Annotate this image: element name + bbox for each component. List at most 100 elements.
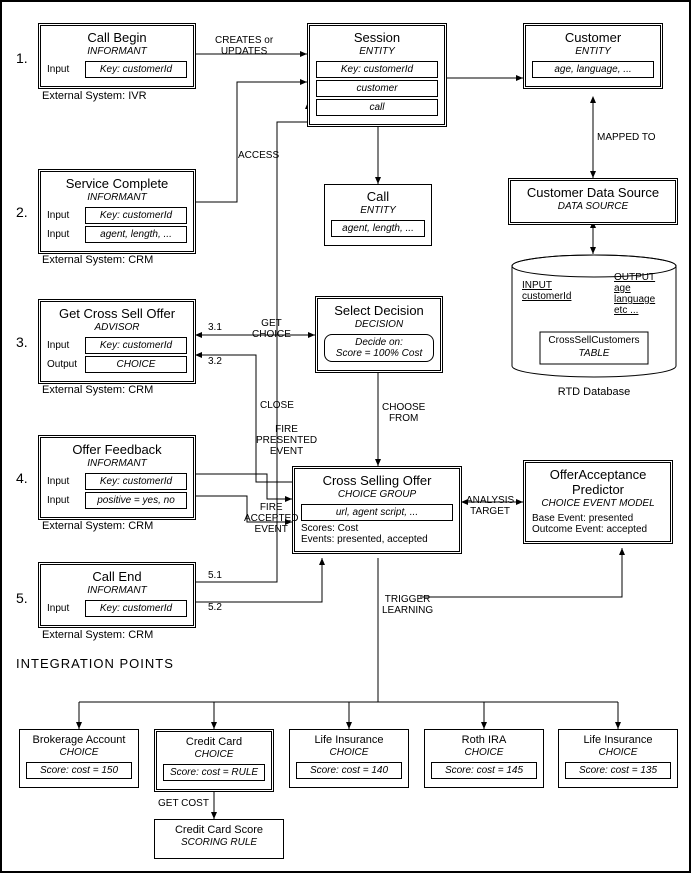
node-subtitle: ADVISOR	[47, 322, 187, 333]
row-value: Key: customerId	[85, 600, 187, 617]
step-1-label: 1.	[16, 50, 28, 66]
node-title: Session	[316, 30, 438, 45]
row-label: Input	[47, 603, 81, 614]
node-subtitle: ENTITY	[316, 46, 438, 57]
label-get-choice: GET CHOICE	[252, 318, 291, 340]
node-row: Input Key: customerId	[47, 61, 187, 78]
node-subtitle: ENTITY	[331, 205, 425, 216]
diagram-canvas: 1. 2. 3. 4. 5. INTEGRATION POINTS Call B…	[0, 0, 691, 873]
node-call-end: Call End INFORMANT Input Key: customerId	[38, 562, 196, 628]
row-label: Input	[47, 476, 81, 487]
label-5-1: 5.1	[208, 570, 222, 581]
node-title: Select Decision	[324, 303, 434, 318]
db-input-col: INPUT customerId	[522, 280, 571, 302]
row-value: Key: customerId	[85, 207, 187, 224]
label-access: ACCESS	[238, 150, 279, 161]
node-body: Base Event: presented Outcome Event: acc…	[532, 513, 664, 535]
ext-system-label: External System: CRM	[42, 629, 153, 641]
cell: Key: customerId	[316, 61, 438, 78]
node-subtitle: CHOICE	[565, 747, 671, 758]
node-title: Brokerage Account	[26, 734, 132, 746]
node-cc-score: Credit Card Score SCORING RULE	[154, 819, 284, 859]
node-subtitle: INFORMANT	[47, 46, 187, 57]
node-title: Offer Feedback	[47, 442, 187, 457]
row-value: Key: customerId	[85, 337, 187, 354]
node-title: Credit Card	[163, 736, 265, 748]
node-subtitle: ENTITY	[532, 46, 654, 57]
node-subtitle: CHOICE	[26, 747, 132, 758]
cell: customer	[316, 80, 438, 97]
table-title: CrossSellCustomers	[540, 335, 648, 346]
node-subtitle: INFORMANT	[47, 192, 187, 203]
node-call-begin: Call Begin INFORMANT Input Key: customer…	[38, 23, 196, 89]
cell: Decide on: Score = 100% Cost	[324, 334, 434, 362]
row-value: Key: customerId	[85, 473, 187, 490]
node-roth-ira: Roth IRA CHOICE Score: cost = 145	[424, 729, 544, 788]
label-get-cost: GET COST	[158, 798, 209, 809]
table-subtitle: TABLE	[540, 348, 648, 359]
node-call: Call ENTITY agent, length, ...	[324, 184, 432, 246]
node-offer-feedback: Offer Feedback INFORMANT Input Key: custo…	[38, 435, 196, 520]
node-subtitle: DATA SOURCE	[517, 201, 669, 212]
node-title: Roth IRA	[431, 734, 537, 746]
row-label: Output	[47, 359, 81, 370]
node-title: Cross Selling Offer	[301, 473, 453, 488]
node-subtitle: SCORING RULE	[161, 837, 277, 848]
ext-system-label: External System: CRM	[42, 384, 153, 396]
node-body: Scores: Cost Events: presented, accepted	[301, 523, 453, 545]
cell: call	[316, 99, 438, 116]
label-fire-presented: FIRE PRESENTED EVENT	[256, 424, 317, 457]
node-subtitle: DECISION	[324, 319, 434, 330]
node-select-decision: Select Decision DECISION Decide on: Scor…	[315, 296, 443, 373]
row-label: Input	[47, 210, 81, 221]
node-customer: Customer ENTITY age, language, ...	[523, 23, 663, 89]
step-4-label: 4.	[16, 470, 28, 486]
node-get-cross-sell: Get Cross Sell Offer ADVISOR Input Key: c…	[38, 299, 196, 384]
node-title: Call End	[47, 569, 187, 584]
node-subtitle: CHOICE GROUP	[301, 489, 453, 500]
label-fire-accepted: FIRE ACCEPTED EVENT	[244, 502, 298, 535]
row-label: Input	[47, 64, 81, 75]
label-choose-from: CHOOSE FROM	[382, 402, 425, 424]
node-title: Service Complete	[47, 176, 187, 191]
node-title: Customer Data Source	[517, 185, 669, 200]
cell: Score: cost = 145	[431, 762, 537, 779]
cell: agent, length, ...	[331, 220, 425, 237]
step-5-label: 5.	[16, 590, 28, 606]
row-label: Input	[47, 495, 81, 506]
cell: url, agent script, ...	[301, 504, 453, 521]
node-subtitle: CHOICE	[163, 749, 265, 760]
node-subtitle: CHOICE	[431, 747, 537, 758]
label-trigger-learning: TRIGGER LEARNING	[382, 594, 433, 616]
node-subtitle: CHOICE	[296, 747, 402, 758]
node-subtitle: INFORMANT	[47, 585, 187, 596]
step-2-label: 2.	[16, 204, 28, 220]
row-label: Input	[47, 229, 81, 240]
label-3-2: 3.2	[208, 356, 222, 367]
node-brokerage: Brokerage Account CHOICE Score: cost = 1…	[19, 729, 139, 788]
node-title: Life Insurance	[565, 734, 671, 746]
node-service-complete: Service Complete INFORMANT Input Key: cus…	[38, 169, 196, 254]
label-close: CLOSE	[260, 400, 294, 411]
integration-points-heading: INTEGRATION POINTS	[16, 656, 174, 671]
node-title: Credit Card Score	[161, 824, 277, 836]
cell: Score: cost = 150	[26, 762, 132, 779]
node-title: Get Cross Sell Offer	[47, 306, 187, 321]
node-title: Call Begin	[47, 30, 187, 45]
node-cross-selling: Cross Selling Offer CHOICE GROUP url, ag…	[292, 466, 462, 554]
node-offer-acceptance: OfferAcceptance Predictor CHOICE EVENT M…	[523, 460, 673, 544]
ext-system-label: External System: IVR	[42, 90, 147, 102]
node-credit-card: Credit Card CHOICE Score: cost = RULE	[154, 729, 274, 792]
label-5-2: 5.2	[208, 602, 222, 613]
node-title: OfferAcceptance Predictor	[532, 467, 664, 497]
row-value: agent, length, ...	[85, 226, 187, 243]
node-subtitle: CHOICE EVENT MODEL	[532, 498, 664, 509]
node-subtitle: INFORMANT	[47, 458, 187, 469]
label-creates-updates: CREATES or UPDATES	[215, 35, 273, 57]
row-label: Input	[47, 340, 81, 351]
db-output-col: OUTPUT age language etc ...	[614, 272, 655, 316]
node-session: Session ENTITY Key: customerId customer …	[307, 23, 447, 127]
node-life-ins-1: Life Insurance CHOICE Score: cost = 140	[289, 729, 409, 788]
label-mapped-to: MAPPED TO	[597, 132, 656, 143]
cell: Score: cost = RULE	[163, 764, 265, 781]
